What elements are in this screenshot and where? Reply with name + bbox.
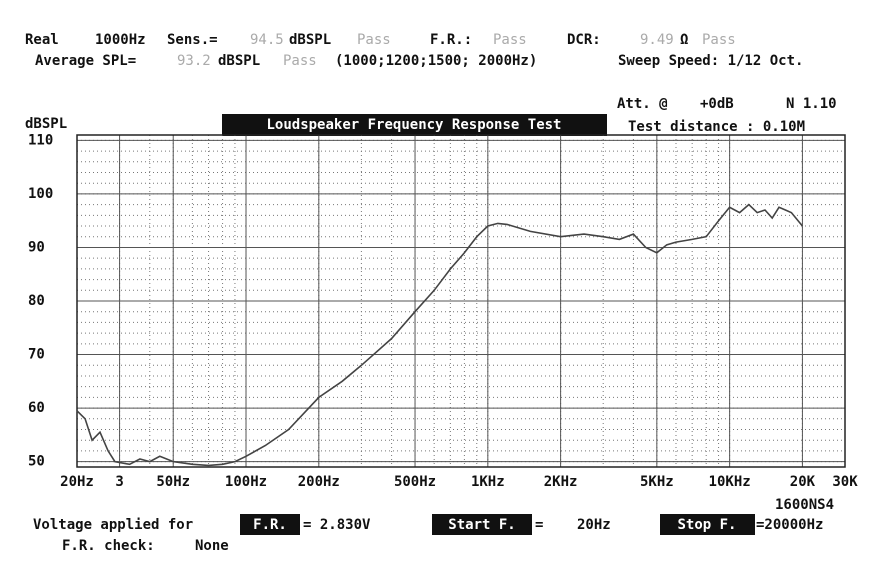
x-tick-label: 2KHz [544, 474, 578, 490]
version: N 1.10 [786, 96, 837, 112]
x-tick-label: 500Hz [394, 474, 436, 490]
sens-value: 94.5 [250, 32, 284, 48]
att-label: Att. @ [617, 96, 668, 112]
att-value: +0dB [700, 96, 734, 112]
title-box [222, 114, 607, 136]
y-tick-label: 110 [28, 132, 53, 148]
x-tick-label: 30K [832, 474, 858, 490]
x-tick-label: 50Hz [156, 474, 190, 490]
y-axis-label: dBSPL [25, 116, 67, 132]
sens-label: Sens.= [167, 32, 218, 48]
x-tick-label: 1KHz [471, 474, 505, 490]
status: Pass [283, 53, 317, 69]
start-button-label: Start F. [448, 517, 515, 533]
x-tick-label: 10KHz [709, 474, 751, 490]
stop-button[interactable] [660, 514, 755, 535]
plot-frame [76, 134, 846, 468]
equals: = [535, 517, 543, 533]
status: Pass [702, 32, 736, 48]
status: Pass [493, 32, 527, 48]
unit: Ω [680, 32, 688, 48]
start-value: 20Hz [577, 517, 611, 533]
unit: dBSPL [289, 32, 331, 48]
x-tick-label: 100Hz [225, 474, 267, 490]
x-tick-label: 200Hz [298, 474, 340, 490]
x-tick-label: 3 [115, 474, 123, 490]
y-tick-label: 90 [28, 239, 45, 255]
dcr-value: 9.49 [640, 32, 674, 48]
y-tick-label: 80 [28, 293, 45, 309]
freq: 1000Hz [95, 32, 146, 48]
stop-button-label: Stop F. [677, 517, 736, 533]
stop-value: =20000Hz [756, 517, 823, 533]
start-button[interactable] [432, 514, 532, 535]
check-value: None [195, 538, 229, 554]
mode: Real [25, 32, 59, 48]
avg-freqs: (1000;1200;1500; 2000Hz) [335, 53, 537, 69]
y-tick-label: 50 [28, 454, 45, 470]
test-distance: Test distance : 0.10M [628, 119, 805, 135]
check-label: F.R. check: [62, 538, 155, 554]
status: Pass [357, 32, 391, 48]
fr-label: F.R.: [430, 32, 472, 48]
sweep: Sweep Speed: 1/12 Oct. [618, 53, 803, 69]
x-tick-label: 20Hz [60, 474, 94, 490]
fr-button[interactable] [240, 514, 300, 535]
avg-label: Average SPL= [35, 53, 136, 69]
chart-title: Loudspeaker Frequency Response Test [266, 117, 561, 133]
y-tick-label: 60 [28, 400, 45, 416]
response-curve [76, 203, 804, 467]
voltage-label: Voltage applied for [33, 517, 193, 533]
y-tick-label: 70 [28, 347, 45, 363]
x-tick-label: 20K [790, 474, 816, 490]
dcr-label: DCR: [567, 32, 601, 48]
x-tick-label: 5KHz [640, 474, 674, 490]
y-tick-label: 100 [28, 186, 53, 202]
avg-value: 93.2 [177, 53, 211, 69]
model: 1600NS4 [775, 497, 834, 513]
fr-button-label: F.R. [253, 517, 287, 533]
voltage: = 2.830V [303, 517, 371, 533]
unit: dBSPL [218, 53, 260, 69]
